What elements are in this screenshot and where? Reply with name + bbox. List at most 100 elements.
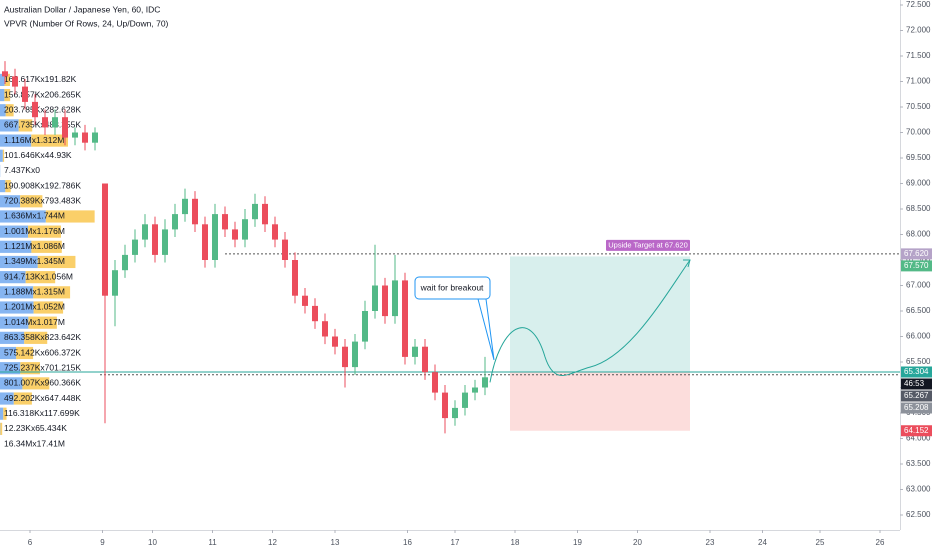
y-tick-label: 65.500 [906, 357, 931, 366]
candle-body [422, 346, 428, 373]
price-tag [901, 390, 932, 402]
candle-body [2, 71, 8, 77]
chart-title: Australian Dollar / Japanese Yen, 60, ID… [4, 4, 160, 14]
profile-down-bar [0, 422, 3, 435]
loss-zone [510, 371, 690, 431]
profile-down-bar [33, 286, 71, 299]
profile-label: 725.237Kx701.215K [4, 362, 81, 372]
candle-body [442, 392, 448, 419]
price-tag-label: 64.152 [904, 426, 929, 435]
profile-up-bar [0, 210, 46, 223]
profile-up-bar [0, 73, 5, 86]
candle-body [382, 285, 388, 317]
candle-body [282, 239, 288, 260]
candle-body [482, 377, 488, 388]
callout: wait for breakout [414, 276, 495, 361]
profile-up-bar [0, 331, 25, 344]
profile-up-bar [0, 392, 14, 405]
candle-body [202, 224, 208, 260]
target-tag-box [606, 239, 690, 251]
candle-body [462, 392, 468, 408]
candle-body [412, 346, 418, 357]
candle-body [262, 203, 268, 225]
y-tick-label: 68.500 [906, 204, 931, 213]
candle-body [82, 132, 88, 143]
y-tick-label: 66.500 [906, 306, 931, 315]
profile-up-bar [0, 362, 21, 375]
candle-body [362, 311, 368, 342]
candle-body [22, 86, 28, 102]
candle-body [212, 214, 218, 260]
price-tag-label: 67.620 [904, 249, 929, 258]
projection-curve [489, 259, 691, 383]
x-tick-label: 20 [633, 538, 642, 547]
y-tick-label: 62.500 [906, 510, 931, 519]
profile-up-bar [0, 225, 29, 238]
candle-body [52, 117, 58, 128]
x-tick-label: 11 [208, 538, 217, 547]
profile-down-bar [18, 119, 33, 132]
candle-body [172, 214, 178, 230]
profile-label: 575.142Kx606.372K [4, 347, 81, 357]
x-tick-label: 23 [706, 538, 715, 547]
y-tick-label: 63.000 [906, 485, 931, 494]
candle-body [302, 295, 308, 306]
candle-body [122, 254, 128, 271]
profile-label: 203.785Kx282.628K [4, 105, 81, 115]
profile-down-bar [25, 271, 56, 284]
candle-body [472, 387, 478, 393]
candle-body [132, 239, 138, 255]
candle-body [142, 224, 148, 240]
price-tag [901, 260, 932, 272]
candle-body [452, 407, 458, 419]
profile-label: 720.389Kx793.483K [4, 196, 81, 206]
x-tick-label: 17 [451, 538, 460, 547]
profile-label: 1.121Mx1.086M [4, 241, 65, 251]
y-tick-label: 71.500 [906, 51, 931, 60]
y-tick-label: 70.500 [906, 102, 931, 111]
profile-up-bar [0, 286, 34, 299]
profile-down-bar [2, 149, 5, 162]
price-tag [901, 378, 932, 390]
candle-body [292, 260, 298, 296]
profile-label: 914.713Kx1.056M [4, 271, 73, 281]
profile-up-bar [0, 255, 38, 269]
x-tick-label: 24 [758, 538, 767, 547]
candle-body [402, 280, 408, 357]
profile-down-bar [37, 255, 76, 269]
x-tick-label: 10 [148, 538, 157, 547]
candle-body [232, 229, 238, 240]
profile-up-bar [0, 346, 17, 360]
profile-up-bar [0, 180, 6, 193]
x-tick-label: 16 [403, 538, 412, 547]
candle-body [322, 321, 328, 337]
profile-down-bar [3, 407, 7, 420]
profile-label: 156.857Kx206.265K [4, 89, 81, 99]
target-tag: Upside Target at 67.620 [606, 239, 690, 251]
profile-up-bar [0, 149, 3, 162]
y-tick-label: 64.000 [906, 434, 931, 443]
candle-body [62, 117, 68, 138]
profile-down-bar [31, 240, 62, 253]
x-tick-label: 13 [331, 538, 340, 547]
profile-label: 801.007Kx960.366K [4, 378, 81, 388]
x-tick-label: 19 [573, 538, 582, 547]
candle-body [372, 285, 378, 311]
candle-body [12, 76, 18, 87]
candle-body [192, 198, 198, 225]
candle-body [342, 346, 348, 368]
price-tag [901, 402, 932, 414]
profile-label: 1.201Mx1.052M [4, 302, 65, 312]
candle-body [42, 117, 48, 128]
profile-label: 7.437Kx0 [4, 165, 40, 175]
profile-down-bar [16, 346, 34, 360]
profile-label: 1.636Mx1.744M [4, 211, 65, 221]
x-tick-label: 18 [511, 538, 520, 547]
candle-body [252, 203, 258, 220]
callout-text: wait for breakout [420, 282, 484, 292]
profile-up-bar [0, 377, 23, 390]
candle-body [312, 305, 318, 322]
y-tick-label: 72.500 [906, 0, 931, 9]
profile-up-bar [0, 271, 26, 284]
x-tick-label: 12 [268, 538, 277, 547]
